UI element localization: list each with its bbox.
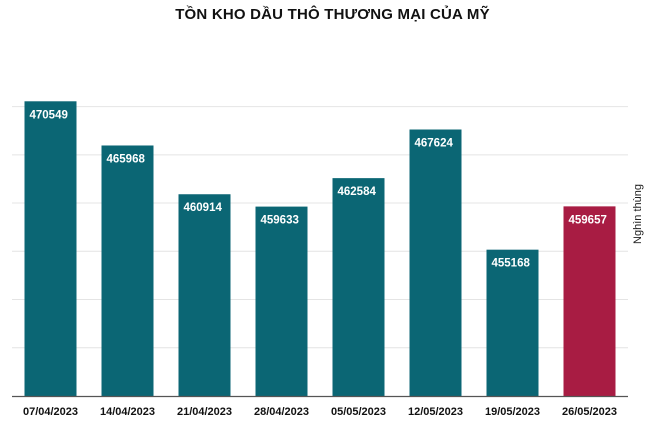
data-label: 459657 bbox=[569, 214, 607, 226]
x-tick-label: 21/04/2023 bbox=[177, 406, 232, 418]
x-tick-label: 19/05/2023 bbox=[485, 406, 540, 418]
x-tick-label: 07/04/2023 bbox=[23, 406, 78, 418]
bar bbox=[101, 145, 154, 396]
data-label: 459633 bbox=[261, 215, 299, 227]
x-tick-label: 26/05/2023 bbox=[562, 406, 617, 418]
bar bbox=[409, 129, 462, 396]
bars bbox=[24, 101, 616, 397]
x-tick-label: 12/05/2023 bbox=[408, 406, 463, 418]
data-labels: 470549 465968 460914 459633 462584 467624 4551… bbox=[30, 109, 607, 269]
bar bbox=[255, 206, 308, 396]
data-label: 467624 bbox=[415, 138, 454, 150]
x-tick-label: 28/04/2023 bbox=[254, 406, 309, 418]
x-tick-label: 14/04/2023 bbox=[100, 406, 155, 418]
x-tick-labels: 07/04/2023 14/04/2023 21/04/2023 28/04/2023… bbox=[23, 406, 617, 418]
data-label: 460914 bbox=[184, 202, 223, 214]
bar bbox=[486, 249, 539, 396]
data-label: 462584 bbox=[338, 186, 377, 198]
x-tick-label: 05/05/2023 bbox=[331, 406, 386, 418]
data-label: 470549 bbox=[30, 109, 68, 121]
y-axis-label: Nghìn thùng bbox=[632, 184, 644, 244]
data-label: 455168 bbox=[492, 258, 531, 270]
chart-title: TỒN KHO DẦU THÔ THƯƠNG MẠI CỦA MỸ bbox=[175, 6, 490, 23]
bar bbox=[24, 101, 77, 397]
bar bbox=[332, 178, 385, 396]
bar bbox=[178, 194, 231, 396]
bar bbox=[563, 206, 616, 396]
data-label: 465968 bbox=[107, 153, 146, 165]
